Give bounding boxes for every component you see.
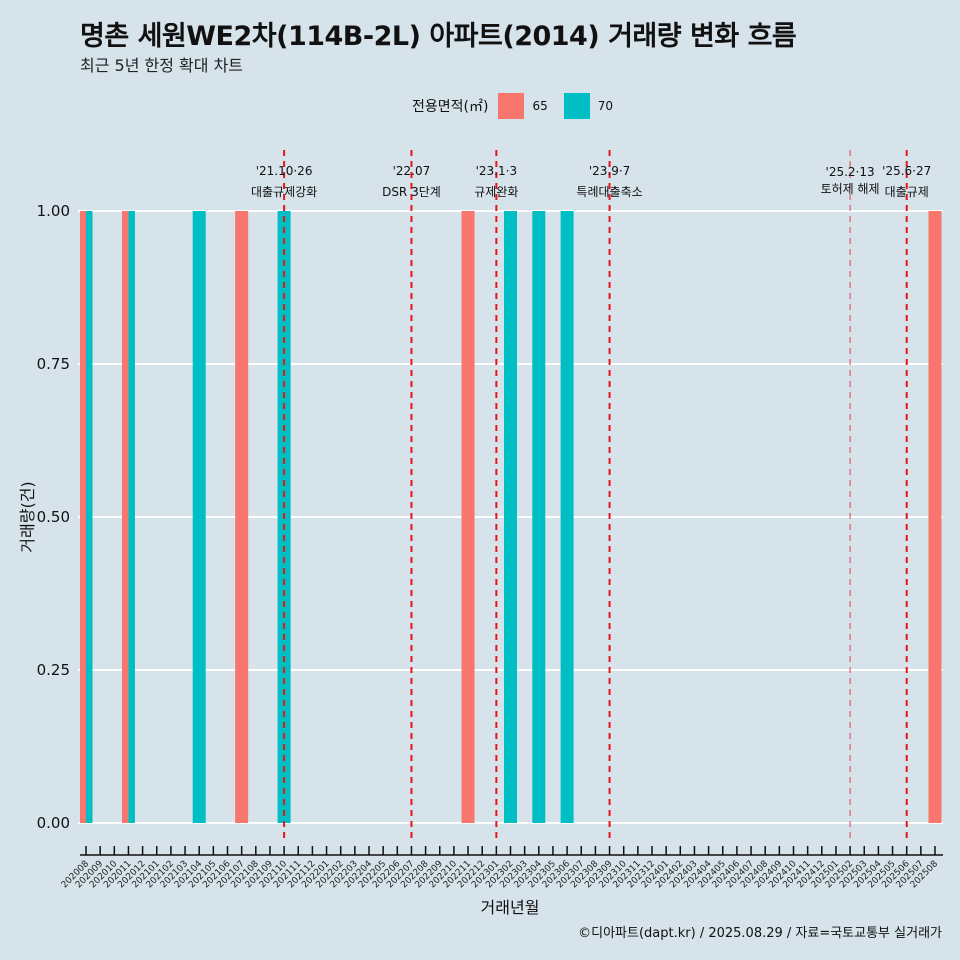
bar-65-202008 [80, 211, 86, 823]
event-date-label: '23.9·7 [589, 164, 630, 178]
event-text-label: 대출규제 [885, 185, 929, 199]
event-text-label: 특례대출축소 [576, 185, 642, 199]
event-text-label: 규제완화 [474, 185, 518, 199]
bar-70-202008 [86, 211, 93, 823]
x-axis: 2020082020092020102020112020122021012021… [60, 846, 943, 890]
bar-70-202306 [560, 211, 574, 823]
legend-title: 전용면적(㎡) [412, 99, 489, 115]
bar-65-202211 [461, 211, 475, 823]
event-date-label: '23.1·3 [476, 164, 517, 178]
y-tick-label: 0.75 [37, 355, 70, 373]
legend: 전용면적(㎡) 65 70 [412, 93, 629, 119]
y-axis: 0.00 0.25 0.50 0.75 1.00 [37, 202, 70, 832]
event-date-label: '22.07 [393, 164, 431, 178]
legend-label-70: 70 [597, 99, 614, 113]
source-caption: ©디아파트(dapt.kr) / 2025.08.29 / 자료=국토교통부 실… [578, 926, 942, 941]
bar-70-202011 [128, 211, 135, 823]
event-lines: '21.10·26 대출규제강화 '22.07 DSR 3단계 '23.1·3 규제완화 '… [251, 150, 931, 840]
chart-title: 명촌 세원WE2차(114B-2L) 아파트(2014) 거래량 변화 흐름 [80, 21, 797, 52]
legend-label-65: 65 [532, 99, 548, 113]
event-text-label: DSR 3단계 [382, 185, 441, 199]
chart-subtitle: 최근 5년 한정 확대 차트 [80, 56, 244, 75]
y-tick-label: 0.00 [37, 814, 70, 832]
event-date-label: '25.2·13 [826, 165, 875, 179]
bar-70-202304 [532, 211, 546, 823]
bar-65-202107 [235, 211, 249, 823]
event-date-label: '25.6·27 [882, 164, 931, 178]
event-date-label: '21.10·26 [256, 164, 313, 178]
bar-70-202104 [192, 211, 206, 823]
y-tick-label: 0.25 [37, 661, 70, 679]
legend-key-70 [563, 93, 590, 119]
y-tick-label: 1.00 [37, 202, 70, 220]
legend-key-65 [498, 93, 525, 119]
bar-65-202011 [121, 211, 129, 823]
y-tick-label: 0.50 [37, 508, 70, 526]
x-axis-title: 거래년월 [481, 898, 540, 917]
event-text-label: 대출규제강화 [251, 185, 317, 199]
y-axis-title: 거래량(건) [18, 481, 37, 552]
bar-65-202508 [928, 211, 942, 823]
bar-70-202302 [504, 211, 517, 823]
event-text-label: 토허제 해제 [821, 182, 880, 196]
